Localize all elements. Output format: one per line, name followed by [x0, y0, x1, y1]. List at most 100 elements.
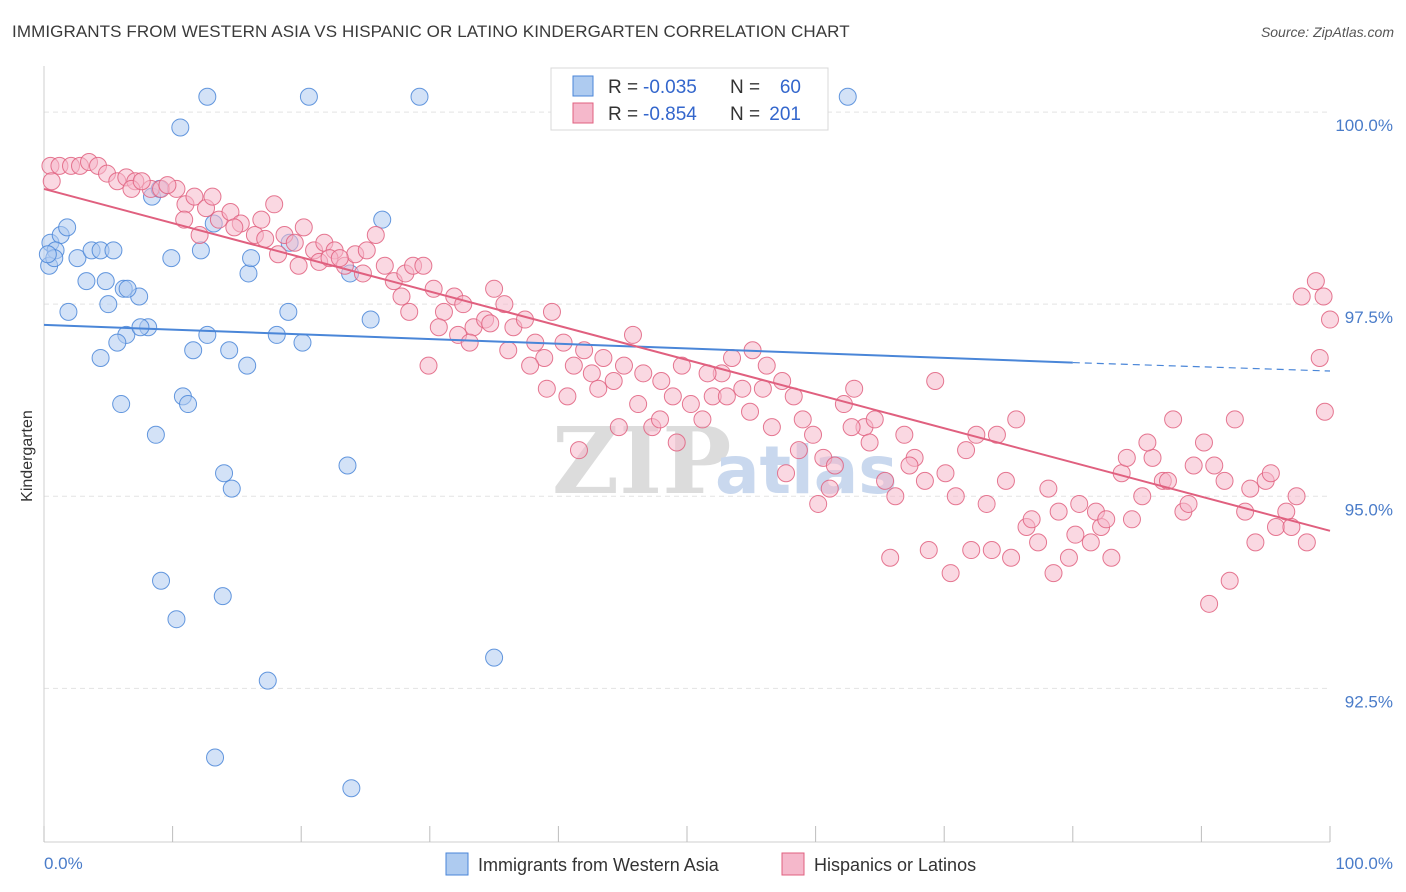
- bottom-legend-label-blue: Immigrants from Western Asia: [478, 855, 720, 875]
- pink-point-133: [158, 176, 177, 195]
- pink-point-166: [777, 464, 796, 483]
- pink-point-148: [429, 318, 448, 337]
- pink-point-53: [575, 341, 594, 360]
- blue-point-10: [68, 249, 87, 268]
- blue-point-33: [279, 302, 298, 321]
- legend-n-label-blue: N =: [730, 77, 760, 98]
- pink-point-184: [1117, 448, 1136, 467]
- pink-point-99: [1039, 479, 1058, 498]
- bottom-legend-swatch-blue: [445, 852, 469, 876]
- pink-point-129: [1310, 348, 1329, 367]
- pink-point-115: [1205, 456, 1224, 475]
- pink-point-163: [717, 387, 736, 406]
- pink-point-159: [629, 395, 648, 414]
- pink-point-71: [753, 379, 772, 398]
- axes: [43, 66, 1331, 843]
- pink-point-102: [1070, 494, 1089, 513]
- trend-line-blue-extension: [1072, 361, 1331, 372]
- blue-point-0: [198, 87, 217, 106]
- blue-point-44: [213, 587, 232, 606]
- pink-point-31: [357, 241, 376, 260]
- pink-point-177: [982, 541, 1001, 560]
- blue-point-46: [485, 648, 504, 667]
- pink-point-101: [1059, 548, 1078, 567]
- blue-point-40: [222, 479, 241, 498]
- blue-point-39: [215, 464, 234, 483]
- pink-point-109: [1143, 448, 1162, 467]
- pink-point-178: [1002, 548, 1021, 567]
- pink-point-123: [1287, 487, 1306, 506]
- pink-point-167: [789, 441, 808, 460]
- pink-point-21: [256, 229, 275, 248]
- pink-point-51: [554, 333, 573, 352]
- pink-point-152: [499, 341, 518, 360]
- pink-point-59: [634, 364, 653, 383]
- pink-point-32: [366, 226, 385, 245]
- pink-point-87: [915, 471, 934, 490]
- y-tick-label-3: 92.5%: [1345, 692, 1393, 711]
- pink-point-138: [252, 210, 271, 229]
- pink-point-130: [1315, 402, 1334, 421]
- pink-point-176: [962, 541, 981, 560]
- pink-point-143: [330, 249, 349, 268]
- pink-point-128: [1292, 287, 1311, 306]
- legend-n-label-pink: N =: [730, 104, 760, 125]
- blue-point-30: [184, 341, 203, 360]
- pink-point-22: [265, 195, 284, 214]
- pink-point-56: [604, 372, 623, 391]
- pink-point-98: [1029, 533, 1048, 552]
- pink-point-88: [926, 372, 945, 391]
- legend-n-value-blue: 60: [780, 77, 801, 98]
- pink-point-24: [285, 233, 304, 252]
- pink-point-179: [1022, 510, 1041, 529]
- pink-point-146: [400, 302, 419, 321]
- pink-point-73: [773, 372, 792, 391]
- pink-point-161: [667, 433, 686, 452]
- pink-point-174: [919, 541, 938, 560]
- pink-point-100: [1049, 502, 1068, 521]
- stats-legend-box: [550, 67, 829, 131]
- legend-swatch-pink: [572, 102, 594, 124]
- pink-point-39: [434, 302, 453, 321]
- pink-point-103: [1081, 533, 1100, 552]
- blue-point-48: [342, 779, 361, 798]
- y-tick-label-2: 95.0%: [1345, 500, 1393, 519]
- pink-point-165: [757, 356, 776, 375]
- blue-point-3: [838, 87, 857, 106]
- pink-point-82: [865, 410, 884, 429]
- blue-point-9: [58, 218, 77, 237]
- blue-point-20: [162, 249, 181, 268]
- pink-point-108: [1133, 487, 1152, 506]
- pink-point-151: [481, 314, 500, 333]
- pink-point-116: [1215, 471, 1234, 490]
- pink-point-62: [663, 387, 682, 406]
- pink-point-45: [495, 295, 514, 314]
- pink-point-183: [1097, 510, 1116, 529]
- pink-point-55: [594, 348, 613, 367]
- pink-point-57: [614, 356, 633, 375]
- pink-point-137: [225, 218, 244, 237]
- pink-point-136: [203, 187, 222, 206]
- pink-point-155: [558, 387, 577, 406]
- blue-point-43: [167, 610, 186, 629]
- pink-point-61: [652, 372, 671, 391]
- pink-point-127: [1321, 310, 1339, 329]
- blue-point-22: [239, 264, 258, 283]
- series-immigrants-western-asia: [38, 87, 857, 798]
- y-tick-label-0: 100.0%: [1335, 116, 1393, 135]
- pink-point-157: [589, 379, 608, 398]
- blue-point-15: [96, 272, 115, 291]
- pink-point-150: [460, 333, 479, 352]
- pink-point-158: [609, 418, 628, 437]
- blue-point-51: [38, 245, 57, 264]
- blue-point-42: [152, 571, 171, 590]
- blue-point-13: [104, 241, 123, 260]
- legend-r-label-blue: R =: [608, 77, 638, 98]
- pink-point-95: [996, 471, 1015, 490]
- blue-point-27: [131, 318, 150, 337]
- blue-point-28: [198, 325, 217, 344]
- pink-point-107: [1122, 510, 1141, 529]
- pink-point-192: [1282, 517, 1301, 536]
- pink-point-125: [1306, 272, 1325, 291]
